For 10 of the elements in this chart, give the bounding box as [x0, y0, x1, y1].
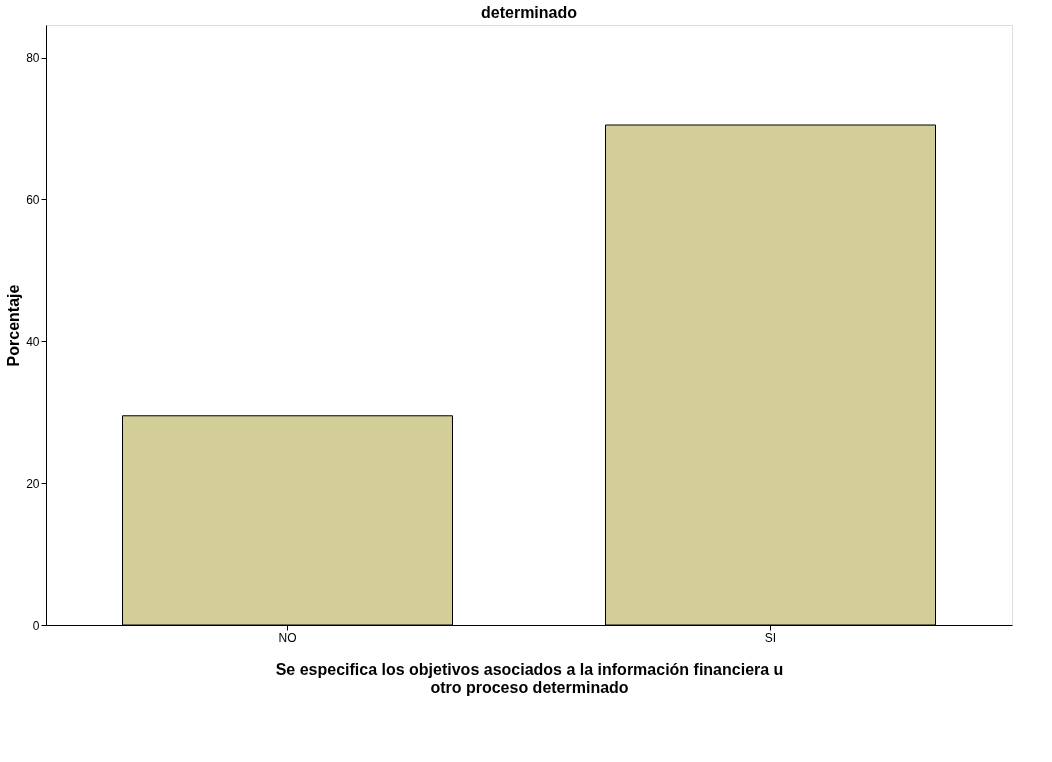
x-axis-title: Se especifica los objetivos asociados a la información financiera u otro proceso determinado: [275, 660, 784, 696]
x-tick-label: SI: [764, 630, 777, 645]
y-tick-label: 40: [26, 334, 40, 349]
x-tick-label: NO: [278, 630, 297, 645]
y-tick-label: 80: [26, 51, 40, 66]
y-tick-label: 20: [26, 476, 40, 491]
chart-title: determinado: [480, 4, 578, 21]
y-axis-title: Porcentaje: [5, 284, 23, 367]
y-tick-label: 60: [26, 192, 40, 207]
y-tick-label: 0: [32, 618, 40, 633]
